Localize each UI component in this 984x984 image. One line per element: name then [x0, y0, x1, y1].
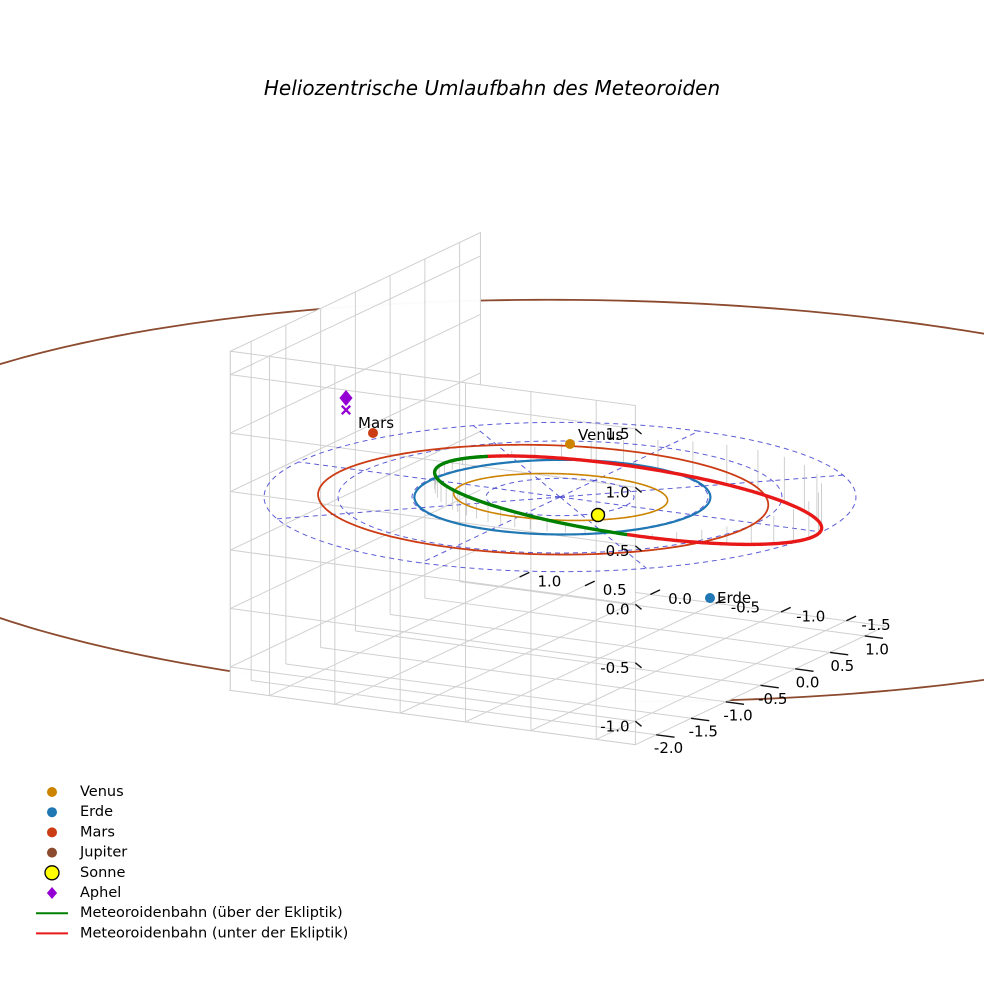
legend: Venus Erde Mars Jupiter Sonne Aphel Meteoroide… — [36, 784, 348, 941]
legend-dot-icon — [47, 787, 57, 797]
planet-orbit-curves — [317, 443, 770, 556]
z-tick-1: 1.0 — [606, 483, 630, 501]
legend-sun-icon — [44, 865, 60, 881]
x-tick-3: -0.5 — [758, 690, 787, 708]
x-tick-0: -2.0 — [654, 739, 683, 757]
mars-marker — [368, 428, 378, 438]
polar-spoke-6 — [559, 496, 822, 533]
legend-item-venus: Venus — [47, 784, 124, 800]
legend-item-jupiter: Jupiter — [47, 845, 127, 861]
legend-label: Meteoroidenbahn (unter der Ekliptik) — [80, 925, 348, 941]
x-tick-2: -1.0 — [723, 706, 752, 724]
legend-item-meteoroidenbahn-unter-der-ekliptik: Meteoroidenbahn (unter der Ekliptik) — [36, 925, 348, 941]
legend-label: Sonne — [80, 865, 125, 881]
y-tick-2: -0.5 — [731, 599, 760, 617]
legend-dot-icon — [47, 827, 57, 838]
legend-label: Erde — [80, 804, 113, 820]
x-tick-5: 0.5 — [830, 657, 854, 675]
legend-item-mars: Mars — [47, 824, 115, 840]
z-tick-3: 0.0 — [606, 600, 630, 618]
legend-label: Aphel — [80, 885, 121, 901]
legend-item-aphel: Aphel — [46, 885, 121, 901]
meteoroid-segment-below — [484, 454, 824, 547]
y-tick-1: -1.0 — [796, 607, 825, 625]
z-tick-4: -0.5 — [600, 659, 629, 677]
y-tick-4: 0.5 — [603, 581, 627, 599]
legend-label: Mars — [80, 824, 115, 840]
polar-spoke-3 — [276, 496, 561, 520]
legend-label: Meteoroidenbahn (über der Ekliptik) — [80, 905, 343, 921]
body-markers: Mars Venus Erde — [339, 390, 751, 607]
venus-marker — [565, 439, 575, 449]
y-tick-0: -1.5 — [861, 616, 890, 634]
legend-item-erde: Erde — [47, 804, 113, 820]
aphel-diamond-marker — [339, 390, 353, 406]
legend-diamond-icon — [46, 887, 58, 899]
polar-circle-2 — [337, 440, 783, 554]
polar-spoke-7 — [559, 474, 844, 498]
x-tick-1: -1.5 — [689, 723, 718, 741]
z-tick-0: 1.5 — [606, 425, 630, 443]
x-tick-4: 0.0 — [796, 673, 820, 691]
polar-circle-0 — [485, 477, 635, 517]
x-tick-6: 1.0 — [865, 640, 889, 658]
aphel-x-marker — [340, 404, 352, 416]
orbit-mars — [317, 443, 770, 556]
legend-dot-icon — [47, 847, 57, 858]
sonne-marker — [590, 507, 606, 523]
meteoroid-segment-above — [432, 454, 489, 494]
z-tick-2: 0.5 — [606, 542, 630, 560]
meteoroid-orbit-curve — [432, 454, 824, 547]
orbit-erde — [413, 458, 712, 536]
polar-spoke-2 — [298, 461, 561, 498]
y-tick-3: 0.0 — [668, 590, 692, 608]
legend-label: Jupiter — [79, 845, 127, 861]
erde-marker — [705, 593, 715, 603]
venus-label: Venus — [578, 426, 623, 444]
meteoroid-segment-above — [456, 490, 631, 537]
orbit-venus — [452, 472, 669, 522]
y-tick-5: 1.0 — [537, 572, 561, 590]
legend-item-meteoroidenbahn-ber-der-ekliptik: Meteoroidenbahn (über der Ekliptik) — [36, 905, 343, 921]
erde-label: Erde — [717, 589, 751, 607]
legend-dot-icon — [47, 807, 57, 818]
page-title: Heliozentrische Umlaufbahn des Meteoroid… — [264, 76, 720, 100]
axis-tick-labels: -2.0-1.5-1.0-0.50.00.51.0-1.5-1.0-0.50.0… — [519, 425, 891, 757]
legend-item-sonne: Sonne — [44, 865, 125, 881]
axes-floor-gridlines — [251, 576, 865, 740]
legend-label: Venus — [80, 784, 124, 800]
z-tick-5: -1.0 — [600, 717, 629, 735]
mars-label: Mars — [358, 414, 394, 432]
